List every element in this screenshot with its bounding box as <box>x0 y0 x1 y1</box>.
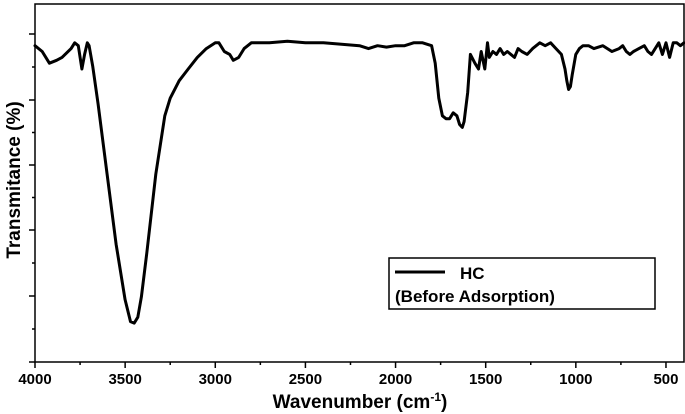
x-tick-label: 2000 <box>379 371 412 388</box>
x-axis-title: Wavenumber (cm-1) <box>273 390 448 413</box>
x-tick-label: 4000 <box>18 371 51 388</box>
legend-box <box>388 257 656 310</box>
x-axis-title-close: ) <box>441 392 447 413</box>
legend-label-before-adsorption: (Before Adsorption) <box>395 287 555 306</box>
x-tick-label: 1500 <box>469 371 502 388</box>
legend-label-hc: HC <box>460 264 485 283</box>
x-tick-label: 1000 <box>559 371 592 388</box>
x-tick-label: 2500 <box>289 371 322 388</box>
x-axis-title-superscript: -1 <box>430 390 441 404</box>
axes <box>34 3 685 363</box>
ticks: 4000 3500 3000 2500 2000 1500 1000 500 <box>18 33 678 388</box>
legend: HC (Before Adsorption) <box>388 257 656 310</box>
y-axis-title: Transmitance (%) <box>4 101 25 258</box>
plot-frame <box>34 3 685 363</box>
x-tick-label: 3000 <box>199 371 232 388</box>
x-tick-label: 500 <box>653 371 678 388</box>
x-tick-label: 3500 <box>108 371 141 388</box>
series-group <box>33 39 685 325</box>
series-line <box>33 39 685 325</box>
